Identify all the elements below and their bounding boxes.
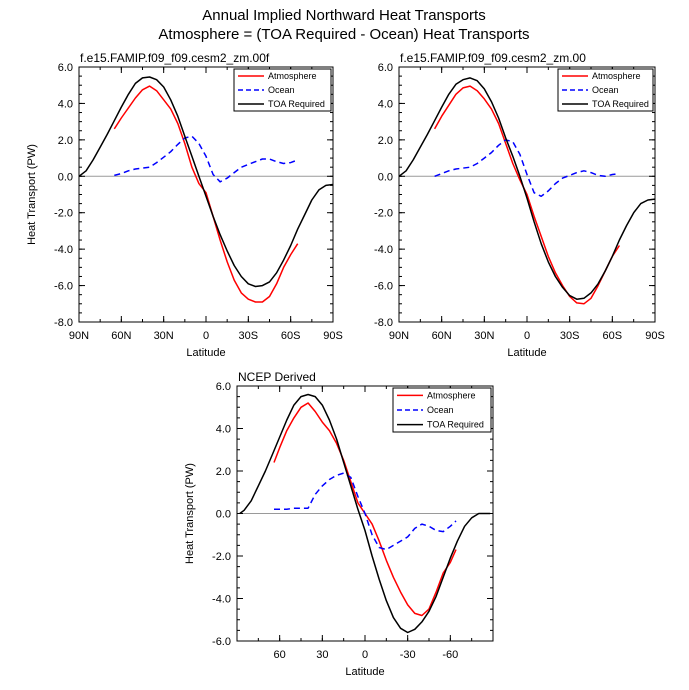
y-tick-label: 2.0 (58, 135, 73, 147)
x-tick-label: -30 (400, 649, 416, 661)
legend-label: Atmosphere (427, 390, 476, 400)
y-tick-label: -6.0 (374, 281, 393, 293)
series-line-ocean (434, 139, 620, 198)
y-tick-label: 6.0 (216, 381, 231, 393)
y-tick-label: -6.0 (212, 636, 231, 648)
x-axis-label: Latitude (186, 347, 225, 359)
series-line-toa-required (398, 77, 656, 300)
series-line-atmosphere (113, 85, 299, 303)
y-tick-label: -2.0 (54, 208, 73, 220)
legend-label: Atmosphere (592, 71, 641, 81)
x-axis-label: Latitude (345, 666, 384, 678)
legend-label: Ocean (268, 85, 295, 95)
panel-title: NCEP Derived (238, 370, 316, 384)
x-tick-label: 0 (524, 330, 530, 342)
x-tick-label: 60N (111, 330, 131, 342)
series-line-ocean (114, 135, 298, 183)
panel-cesm2-00: 90N 60N 30N 0 30S 60S 90S -8.0 -6.0 -4.0 -2.0 0.0 2.… (374, 51, 665, 359)
y-tick-label: 4.0 (216, 424, 231, 436)
y-tick-label: -4.0 (54, 244, 73, 256)
legend-label: Ocean (592, 85, 619, 95)
y-tick-label: -2.0 (212, 551, 231, 563)
y-tick-label: -4.0 (212, 594, 231, 606)
x-tick-label: 90N (69, 330, 89, 342)
x-axis-label: Latitude (507, 347, 546, 359)
x-tick-label: 30N (154, 330, 174, 342)
series-line-atmosphere (433, 85, 621, 305)
y-tick-label: 0.0 (216, 509, 231, 521)
y-tick-label: 6.0 (58, 62, 73, 74)
x-tick-label: 90S (645, 330, 665, 342)
figure-title-line1: Annual Implied Northward Heat Transports (202, 7, 485, 24)
legend-label: TOA Required (268, 99, 325, 109)
series-line-atmosphere (273, 402, 457, 617)
panel-cesm2-00f: 90N 60N 30N 0 30S 60S 90S -8.0 -6.0 -4.0 -2.0 0.0 2.… (26, 51, 343, 359)
legend-label: TOA Required (427, 420, 484, 430)
panel-title: f.e15.FAMIP.f09_f09.cesm2_zm.00 (400, 51, 586, 65)
legend-label: Atmosphere (268, 71, 317, 81)
x-tick-label: 90N (389, 330, 409, 342)
series-line-toa-required (78, 76, 334, 288)
x-tick-label: 60S (603, 330, 623, 342)
y-axis-label: Heat Transport (PW) (184, 463, 196, 564)
y-tick-label: 4.0 (58, 98, 73, 110)
x-tick-label: -60 (442, 649, 458, 661)
y-tick-label: -2.0 (374, 208, 393, 220)
x-tick-label: 60N (432, 330, 452, 342)
series-line-ocean (274, 472, 457, 551)
y-tick-label: 4.0 (378, 98, 393, 110)
x-tick-label: 60 (274, 649, 286, 661)
y-axis-label: Heat Transport (PW) (26, 144, 38, 245)
x-tick-label: 30N (474, 330, 494, 342)
panel-ncep-derived: 60 30 0 -30 -60 -6.0 -4.0 -2.0 0.0 2.0 4.0 6.0 NCEP … (184, 370, 494, 678)
x-tick-label: 60S (281, 330, 301, 342)
x-tick-label: 90S (323, 330, 343, 342)
y-tick-label: 6.0 (378, 62, 393, 74)
series-line-toa-required (239, 393, 491, 634)
legend-label: TOA Required (592, 99, 649, 109)
x-tick-label: 30S (560, 330, 580, 342)
y-tick-label: 0.0 (378, 171, 393, 183)
panel-title: f.e15.FAMIP.f09_f09.cesm2_zm.00f (80, 51, 270, 65)
y-tick-label: -8.0 (374, 317, 393, 329)
y-tick-label: 0.0 (58, 171, 73, 183)
x-tick-label: 0 (203, 330, 209, 342)
legend-label: Ocean (427, 405, 454, 415)
y-tick-label: -4.0 (374, 244, 393, 256)
y-tick-label: -8.0 (54, 317, 73, 329)
y-tick-label: -6.0 (54, 281, 73, 293)
x-tick-label: 0 (362, 649, 368, 661)
y-tick-label: 2.0 (216, 466, 231, 478)
x-tick-label: 30 (316, 649, 328, 661)
y-tick-label: 2.0 (378, 135, 393, 147)
figure-title-line2: Atmosphere = (TOA Required - Ocean) Heat… (158, 26, 529, 43)
x-tick-label: 30S (239, 330, 259, 342)
